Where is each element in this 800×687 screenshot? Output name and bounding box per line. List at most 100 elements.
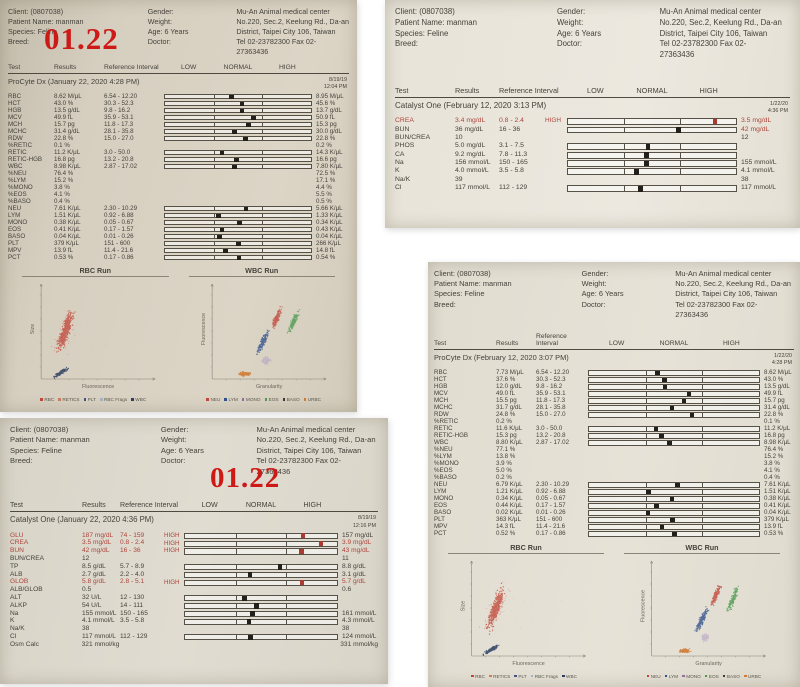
test-name: %EOS: [8, 190, 27, 198]
reference-interval: 28.1 - 35.8: [536, 404, 566, 412]
previous-value: 5.7 g/dL: [342, 578, 366, 586]
range-bar: [567, 160, 737, 167]
reference-interval: 2.87 - 17.02: [104, 162, 138, 170]
clinic-address: Mu-An Animal medical center No.220, Sec.2…: [660, 7, 790, 61]
previous-value: 7.80 K/μL: [316, 162, 343, 170]
range-bar: [567, 151, 737, 159]
result-value: 10: [455, 133, 463, 141]
result-marker: [237, 220, 242, 225]
demographic-field: Doctor:: [581, 299, 606, 309]
result-value: 117 mmol/L: [455, 184, 491, 192]
patient-field: Patient Name: manman: [434, 279, 512, 289]
result-value: 14.3 fL: [496, 523, 515, 531]
test-name: RDW: [8, 134, 23, 142]
range-bar: [184, 610, 338, 617]
result-marker: [654, 503, 659, 509]
test-name: BUN: [10, 547, 24, 555]
range-divider-normal-high: [262, 109, 264, 113]
result-marker: [644, 160, 649, 167]
wbc-run-title: WBC Run: [188, 266, 335, 278]
reference-interval: 2.30 - 10.29: [104, 204, 138, 212]
test-name: RBC: [434, 369, 448, 377]
test-name: %NEU: [434, 446, 453, 454]
range-bar-cell: [164, 234, 312, 240]
range-divider-normal-high: [286, 564, 288, 570]
result-marker: [681, 398, 687, 404]
result-marker: [659, 524, 665, 530]
range-divider-normal-high: [702, 399, 704, 403]
result-value: 4.0 mmol/L: [455, 167, 489, 175]
result-value: 0.34 K/μL: [496, 495, 523, 503]
previous-date: 1/22/20: [774, 353, 792, 360]
range-bar-cell: [184, 556, 338, 562]
patient-field: Client: (0807038): [8, 7, 64, 16]
previous-value: 4.1 %: [764, 467, 780, 475]
previous-value: 1.51 K/μL: [764, 488, 791, 496]
range-divider-low-normal: [213, 214, 215, 218]
test-name: MCV: [434, 390, 448, 398]
range-divider-normal-high: [702, 392, 704, 396]
reference-interval: 150 - 165: [120, 609, 148, 617]
legend-swatch-icon: [471, 674, 474, 678]
legend-item: MONO: [682, 674, 701, 679]
range-bar-cell: [567, 135, 737, 142]
range-divider-normal-high: [702, 413, 704, 417]
range-divider-low-normal: [213, 221, 215, 225]
table-row: EOS 0.44 K/μL 0.17 - 1.57 0.41 K/μL: [434, 502, 794, 510]
table-row: Na/K 38 38: [10, 625, 378, 634]
previous-value: 42 mg/dL: [741, 125, 770, 133]
result-marker: [667, 440, 672, 446]
previous-value: 50.9 fL: [316, 113, 335, 121]
legend-item: BASO: [722, 674, 740, 679]
result-value: 156 mmol/L: [455, 159, 491, 167]
test-name: RDW: [434, 411, 449, 419]
rbc-run-legend: RBC RETICS PLT RBC Frags WBC: [439, 674, 608, 679]
rbc-run-legend: RBC RETICS PLT RBC Frags WBC: [13, 397, 173, 402]
legend-label: URBC: [748, 673, 762, 679]
reference-interval: 3.5 - 5.8: [120, 617, 145, 625]
legend-label: RBC Frags: [104, 397, 128, 403]
range-divider-normal-high: [679, 169, 681, 175]
legend-item: BASO: [282, 397, 300, 402]
result-marker: [246, 122, 251, 127]
clinic-address-line: 27363436: [236, 46, 269, 56]
flag-high: HIGH: [164, 547, 180, 555]
range-bar-cell: [588, 433, 760, 439]
range-divider-low-normal: [645, 371, 647, 375]
rbc-run-plot: Fluorescence Size RBC RETICS PLT RBC Frags WBC: [13, 279, 173, 402]
range-divider-low-normal: [623, 119, 625, 124]
range-bar-cell: [164, 206, 312, 212]
result-marker: [299, 548, 304, 555]
test-name: %LYM: [434, 453, 452, 461]
range-bar-cell: [184, 563, 338, 571]
test-name: RETIC: [434, 425, 453, 433]
result-value: 13.9 fL: [54, 246, 73, 254]
range-bar-cell: [164, 171, 312, 176]
clinic-address-line: Mu-An Animal medical center: [659, 7, 762, 16]
previous-value: 11.2 K/μL: [764, 425, 791, 433]
range-bar-cell: [567, 177, 737, 184]
previous-value: 22.8 %: [764, 411, 784, 419]
column-reference-interval: Reference Interval: [104, 63, 159, 71]
previous-value: 161 mmol/L: [342, 609, 377, 617]
column-test: Test: [10, 501, 24, 510]
legend-label: URBC: [307, 397, 322, 403]
range-bar-cell: [184, 602, 338, 610]
legend-label: WBC: [135, 397, 147, 403]
range-divider-low-normal: [623, 169, 625, 175]
result-value: 6.79 K/μL: [496, 481, 523, 489]
reference-interval: 151 - 600: [104, 239, 131, 247]
result-value: 13.5 g/dL: [54, 106, 80, 114]
legend-item: PLT: [83, 397, 96, 402]
result-value: 379 K/μL: [54, 239, 79, 247]
range-divider-normal-high: [702, 406, 704, 410]
range-divider-normal-high: [286, 611, 288, 616]
demographic-fields: Gender: Weight: Age: 6 Years Doctor:: [582, 269, 676, 320]
test-name: MCH: [8, 120, 23, 128]
reference-interval: 0.17 - 0.86: [536, 530, 566, 538]
range-divider-normal-high: [702, 427, 704, 431]
column-low: LOW: [609, 340, 625, 348]
legend-label: RETICS: [493, 673, 511, 679]
result-value: 37.6 %: [496, 376, 516, 384]
result-marker: [659, 433, 664, 439]
